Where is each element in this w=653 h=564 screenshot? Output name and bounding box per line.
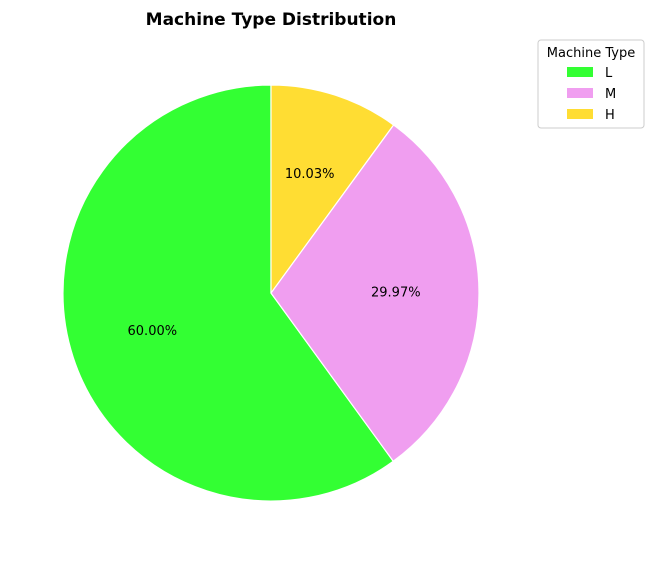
legend-label-h: H: [605, 108, 615, 123]
pie-slice-m: [270, 124, 480, 462]
legend: Machine Type LMH: [537, 39, 645, 129]
legend-label-l: L: [605, 66, 613, 81]
legend-swatch-l: [567, 67, 593, 77]
legend-entries: LMH: [567, 66, 616, 123]
slice-label-l: 60.00%: [128, 324, 178, 339]
pie-slice-l: [62, 84, 394, 502]
legend-title: Machine Type: [547, 46, 635, 61]
chart-title: Machine Type Distribution: [146, 10, 397, 30]
pie-slice-h: [270, 84, 395, 294]
pie-slices: [62, 84, 480, 502]
legend-box: [537, 39, 645, 129]
legend-swatch-m: [567, 88, 593, 98]
slice-label-h: 10.03%: [285, 167, 335, 182]
pie-slice-labels: 60.00% 29.97% 10.03%: [128, 167, 421, 339]
slice-label-m: 29.97%: [371, 286, 421, 301]
legend-swatch-h: [567, 109, 593, 119]
legend-label-m: M: [605, 87, 616, 102]
